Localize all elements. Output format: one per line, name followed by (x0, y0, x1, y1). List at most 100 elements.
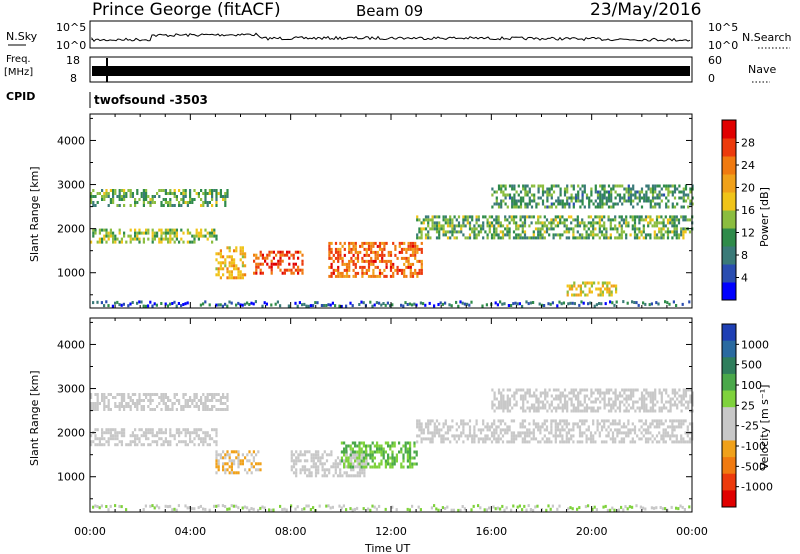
heatmap-cell (678, 388, 681, 392)
heatmap-cell (673, 215, 676, 219)
heatmap-cell (502, 409, 505, 413)
heatmap-cell (202, 408, 205, 411)
heatmap-cell (303, 471, 307, 475)
heatmap-cell (195, 428, 198, 432)
colorbar-tick-label: 100 (741, 379, 762, 392)
heatmap-cell (348, 244, 351, 248)
heatmap-cell (468, 236, 472, 240)
heatmap-cell (420, 230, 423, 234)
heatmap-cell (378, 247, 382, 251)
heatmap-cell (655, 301, 658, 305)
heatmap-cell (629, 394, 633, 398)
heatmap-cell (592, 419, 595, 423)
heatmap-cell (627, 184, 630, 188)
heatmap-cell (307, 504, 310, 508)
heatmap-cell (393, 441, 396, 445)
heatmap-cell (497, 221, 500, 225)
heatmap-cell (640, 215, 643, 219)
heatmap-cell (354, 271, 357, 275)
heatmap-cell (186, 240, 189, 244)
heatmap-cell (662, 388, 666, 392)
heatmap-cell (528, 422, 531, 426)
cpid-value: twofsound -3503 (94, 93, 208, 107)
heatmap-cell (590, 187, 593, 191)
heatmap-cell (511, 406, 514, 410)
heatmap-cell (233, 450, 236, 454)
heatmap-cell (413, 462, 416, 466)
heatmap-cell (217, 459, 220, 463)
heatmap-cell (94, 405, 97, 408)
heatmap-cell (455, 440, 458, 444)
heatmap-cell (383, 247, 386, 251)
heatmap-cell (607, 431, 610, 435)
heatmap-cell (342, 504, 345, 508)
heatmap-cell (243, 505, 246, 509)
heatmap-cell (101, 228, 104, 232)
heatmap-cell (592, 227, 595, 231)
heatmap-cell (522, 400, 525, 404)
heatmap-cell (120, 431, 123, 435)
heatmap-cell (605, 403, 608, 407)
heatmap-cell (376, 256, 379, 260)
heatmap-cell (362, 450, 365, 454)
heatmap-cell (512, 431, 516, 435)
heatmap-cell (184, 195, 187, 198)
heatmap-cell (444, 233, 447, 237)
heatmap-cell (614, 218, 617, 222)
heatmap-cell (354, 262, 357, 266)
heatmap-cell (418, 268, 421, 272)
heatmap-cell (466, 302, 469, 306)
heatmap-cell (594, 199, 597, 203)
heatmap-cell (490, 215, 494, 219)
heatmap-cell (144, 504, 147, 508)
heatmap-cell (625, 215, 628, 219)
heatmap-cell (105, 396, 108, 399)
heatmap-cell (532, 236, 535, 240)
heatmap-cell (645, 199, 648, 203)
heatmap-cell (629, 391, 633, 395)
heatmap-cell (649, 400, 652, 404)
heatmap-cell (395, 459, 398, 463)
heatmap-cell (409, 447, 412, 451)
heatmap-cell (670, 505, 673, 509)
heatmap-cell (598, 230, 601, 234)
heatmap-cell (541, 199, 545, 203)
heatmap-cell (385, 262, 388, 266)
heatmap-cell (682, 394, 685, 398)
heatmap-cell (603, 233, 606, 237)
heatmap-cell (605, 419, 608, 423)
heatmap-cell (158, 402, 161, 405)
heatmap-cell (147, 405, 150, 408)
heatmap-cell (588, 196, 591, 200)
heatmap-cell (175, 304, 178, 308)
heatmap-cell (414, 271, 417, 275)
heatmap-cell (158, 428, 161, 432)
heatmap-cell (684, 419, 687, 423)
heatmap-cell (561, 434, 564, 438)
heatmap-cell (156, 231, 159, 235)
heatmap-cell (403, 241, 406, 245)
heatmap-cell (372, 241, 375, 245)
heatmap-cell (295, 450, 298, 454)
heatmap-cell (405, 256, 408, 260)
heatmap-cell (334, 304, 337, 308)
heatmap-cell (680, 394, 683, 398)
heatmap-cell (277, 262, 280, 266)
heatmap-cell (523, 236, 527, 240)
heatmap-cell (654, 205, 657, 209)
heatmap-cell (107, 405, 110, 408)
nsky-tick-bottom: 10^0 (56, 39, 86, 52)
heatmap-cell (528, 196, 531, 200)
heatmap-cell (169, 434, 172, 438)
heatmap-cell (167, 204, 170, 207)
heatmap-cell (550, 425, 553, 429)
heatmap-cell (477, 215, 480, 219)
heatmap-cell (640, 187, 644, 191)
heatmap-cell (607, 391, 611, 395)
heatmap-cell (519, 199, 523, 203)
heatmap-cell (255, 268, 258, 272)
heatmap-cell (557, 403, 560, 407)
heatmap-cell (169, 201, 172, 204)
heatmap-cell (112, 240, 115, 244)
